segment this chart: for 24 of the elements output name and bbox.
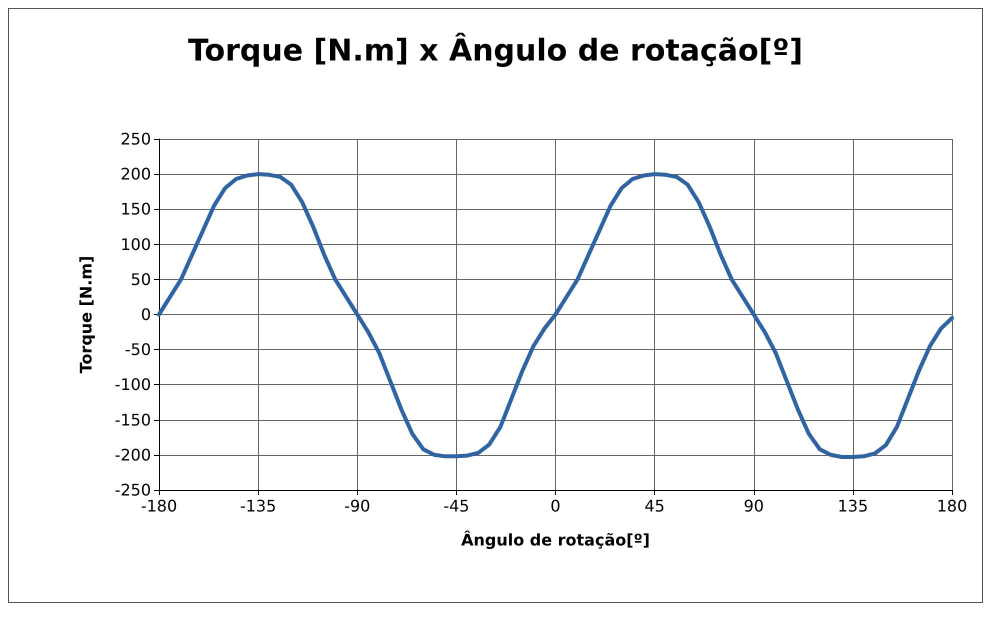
- y-tick-label: -250: [114, 480, 151, 500]
- y-tick-label: 200: [120, 164, 151, 184]
- y-tick-label: -100: [114, 375, 151, 394]
- x-tick-label: 135: [838, 496, 868, 516]
- y-tick-label: -50: [124, 340, 151, 360]
- y-tick-label: -150: [114, 410, 151, 430]
- x-tick-label: 90: [744, 496, 764, 516]
- x-tick-label: -180: [140, 496, 178, 516]
- line-series: [157, 172, 954, 460]
- x-tick-label: 45: [644, 496, 665, 516]
- y-tick-label: -200: [114, 445, 151, 464]
- y-tick-label: 150: [120, 200, 151, 219]
- x-tick-label: -45: [443, 496, 470, 516]
- x-tick-label: -90: [344, 496, 370, 516]
- chart-title: Torque [N.m] x Ângulo de rotação[º]: [188, 32, 803, 68]
- y-axis-title: Torque [N.m]: [76, 256, 96, 374]
- x-tick-label: 0: [550, 496, 561, 516]
- y-tick-label: 100: [120, 234, 151, 254]
- x-tick-label: -135: [240, 496, 276, 516]
- y-tick-label: 0: [140, 305, 151, 324]
- x-tick-label: 180: [936, 496, 968, 516]
- y-tick-label: 50: [130, 270, 151, 289]
- y-tick-label: 250: [120, 130, 151, 148]
- x-axis-title: Ângulo de rotação[º]: [461, 530, 650, 550]
